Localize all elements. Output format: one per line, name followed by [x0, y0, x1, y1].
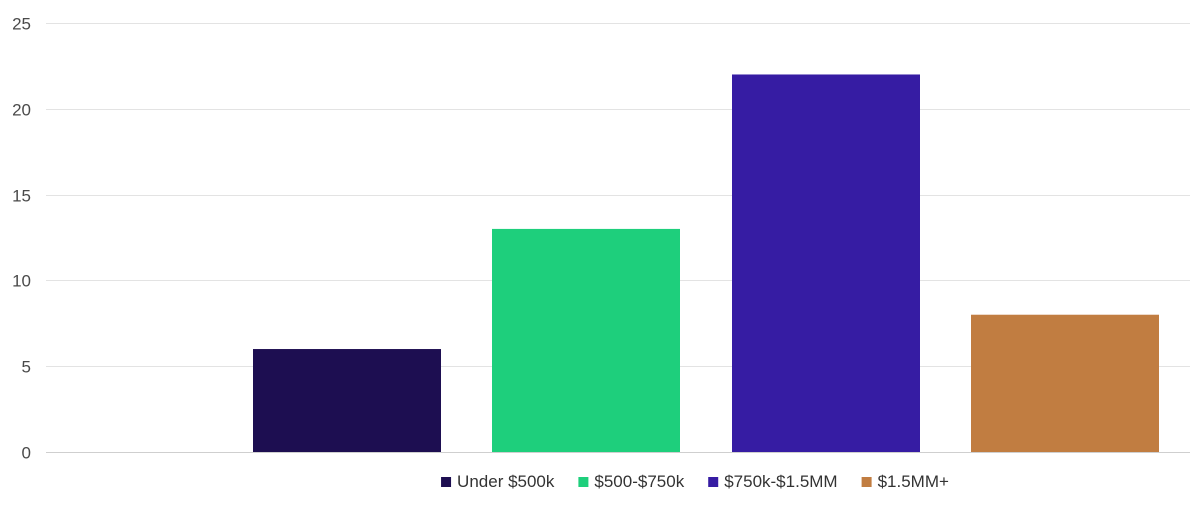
bar-500-750k[interactable] — [492, 228, 680, 452]
y-axis-ticks: 0 5 10 15 20 25 — [12, 15, 31, 463]
bar-1-5mm[interactable] — [971, 314, 1159, 452]
bar-under-500k[interactable] — [253, 349, 441, 452]
legend-item-under-500k[interactable]: Under $500k — [441, 472, 555, 491]
legend-swatch — [578, 477, 589, 487]
y-tick-label-20: 20 — [12, 101, 31, 120]
legend[interactable]: Under $500k $500-$750k $750k-$1.5MM $1.5MM+ — [441, 472, 949, 491]
legend-swatch — [861, 477, 872, 487]
legend-swatch — [708, 477, 719, 487]
y-tick-label-15: 15 — [12, 187, 31, 206]
legend-item-500-750k[interactable]: $500-$750k — [578, 472, 685, 491]
bar-750k-1-5mm[interactable] — [732, 74, 920, 452]
y-tick-label-0: 0 — [22, 444, 31, 463]
y-tick-label-25: 25 — [12, 15, 31, 34]
legend-label: $500-$750k — [594, 472, 684, 491]
legend-label: $1.5MM+ — [878, 472, 949, 491]
legend-item-750k-1-5mm[interactable]: $750k-$1.5MM — [708, 472, 838, 491]
y-tick-label-5: 5 — [22, 358, 31, 377]
y-tick-label-10: 10 — [12, 272, 31, 291]
legend-label: Under $500k — [457, 472, 555, 491]
legend-swatch — [441, 477, 452, 487]
bars — [253, 74, 1159, 452]
legend-item-1-5mm[interactable]: $1.5MM+ — [861, 472, 949, 491]
legend-label: $750k-$1.5MM — [724, 472, 837, 491]
